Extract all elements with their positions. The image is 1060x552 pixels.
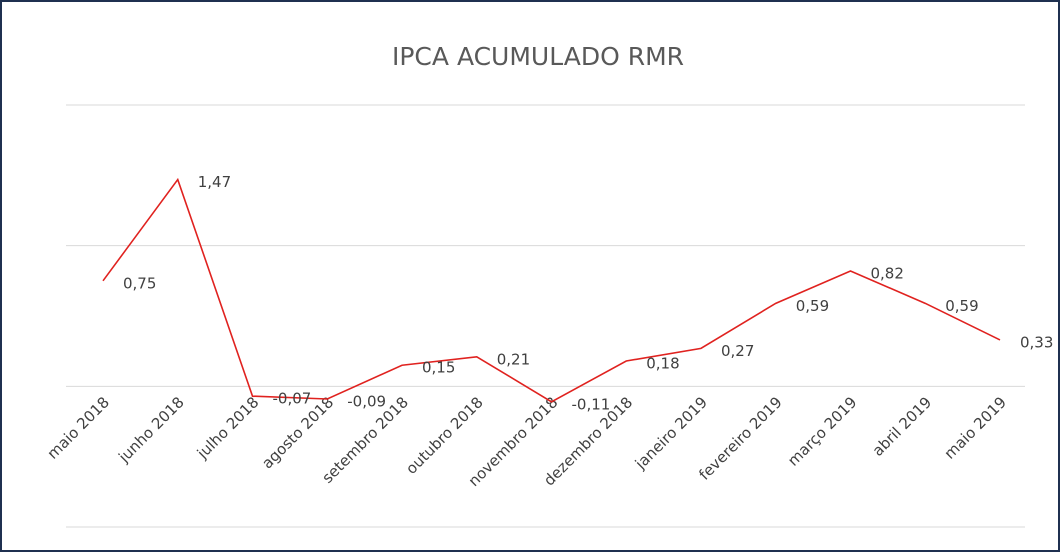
data-label: -0,09 (347, 392, 386, 410)
data-label: 0,18 (646, 355, 679, 373)
data-label: 0,82 (871, 264, 904, 282)
data-label: 0,59 (945, 297, 978, 315)
data-label: 1,47 (198, 173, 231, 191)
data-label: 0,27 (721, 342, 754, 360)
chart-title: IPCA ACUMULADO RMR (392, 42, 684, 71)
data-label: 0,21 (497, 350, 530, 368)
data-label: -0,07 (273, 390, 312, 408)
data-label: 0,33 (1020, 333, 1053, 351)
series-line (102, 177, 1001, 403)
data-label: 0,59 (796, 297, 829, 315)
data-label: -0,11 (572, 395, 611, 413)
data-label: 0,75 (123, 274, 156, 292)
data-label: 0,15 (422, 359, 455, 377)
